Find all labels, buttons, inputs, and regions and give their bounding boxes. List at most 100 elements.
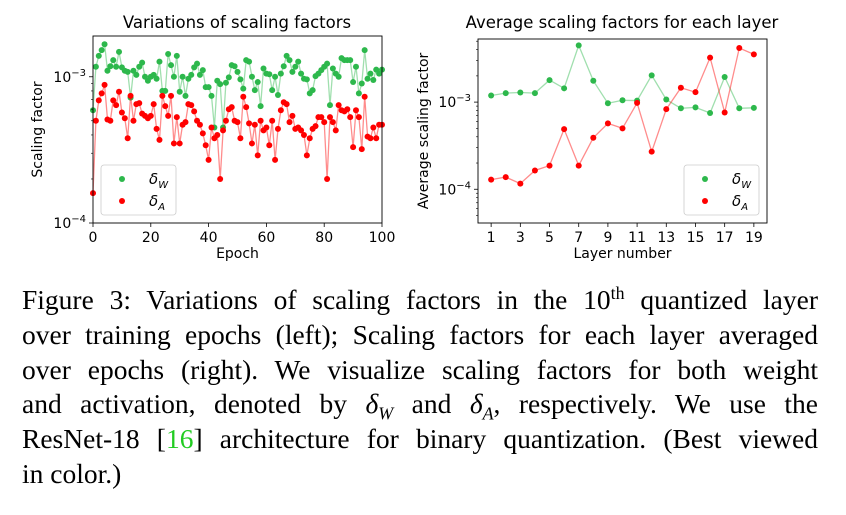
- data-point-delta_a: [352, 107, 359, 114]
- caption-text: , respectively. We use the: [493, 388, 818, 420]
- legend-subscript: W: [741, 180, 752, 191]
- citation-link[interactable]: 16: [165, 423, 194, 455]
- data-point-delta_a: [274, 125, 281, 132]
- data-point-delta_a: [162, 103, 169, 110]
- data-point-delta_a: [208, 124, 215, 131]
- legend-subscript: A: [740, 202, 748, 213]
- y-tick-label: 10−4: [53, 214, 86, 232]
- plot-frame: [92, 35, 383, 224]
- data-point-delta_w: [162, 87, 169, 94]
- data-point-delta_a: [237, 135, 244, 142]
- data-point-delta_w: [139, 59, 146, 66]
- data-point-delta_w: [488, 92, 495, 99]
- legend-symbol: δ: [149, 170, 158, 188]
- data-point-delta_a: [286, 119, 293, 126]
- data-point-delta_a: [321, 119, 328, 126]
- figure: Variations of scaling factors Epoch Scalin…: [30, 13, 779, 262]
- data-point-delta_a: [127, 92, 134, 99]
- data-point-delta_w: [237, 76, 244, 83]
- data-point-delta_a: [153, 125, 160, 132]
- data-point-delta_a: [168, 92, 175, 99]
- data-point-delta_a: [298, 127, 305, 134]
- data-point-delta_w: [182, 92, 189, 99]
- data-point-delta_w: [248, 73, 255, 80]
- legend-subscript: A: [157, 202, 165, 213]
- caption-text: quantized layer: [624, 284, 819, 315]
- caption-text: ResNet-18 [: [22, 423, 166, 455]
- series-line-delta_w: [92, 41, 383, 128]
- data-point-delta_w: [517, 89, 524, 96]
- caption-text: and activation, denoted by: [22, 388, 366, 420]
- data-point-delta_w: [347, 57, 354, 64]
- data-point-delta_w: [133, 71, 140, 78]
- legend-label-delta_w: δW: [732, 170, 752, 191]
- data-point-delta_a: [318, 114, 325, 121]
- data-point-delta_a: [619, 125, 626, 132]
- legend-label-delta_w: δW: [149, 170, 169, 191]
- data-point-delta_w: [124, 68, 131, 75]
- data-point-delta_a: [228, 104, 235, 111]
- data-point-delta_w: [286, 57, 293, 64]
- x-tick-label: 40: [200, 230, 218, 246]
- data-point-delta_w: [205, 84, 212, 91]
- y-tick-exponent: −3: [456, 93, 471, 104]
- delta-w-symbol: δW: [365, 388, 394, 424]
- data-point-delta_a: [251, 121, 258, 128]
- data-point-delta_a: [205, 156, 212, 163]
- figure-caption: Figure 3: Variations of scaling factors …: [22, 283, 818, 492]
- legend-marker-delta_a: [119, 198, 125, 204]
- data-point-delta_a: [263, 124, 270, 131]
- data-point-delta_w: [352, 63, 359, 70]
- x-axis-label: Layer number: [573, 246, 671, 262]
- data-point-delta_a: [277, 107, 284, 114]
- chart-epoch-variation: Variations of scaling factors Epoch Scalin…: [30, 13, 395, 262]
- data-point-delta_a: [121, 115, 128, 122]
- caption-line-2: over training epochs (left); Scaling fac…: [22, 318, 818, 350]
- data-point-delta_a: [98, 90, 105, 97]
- y-tick-base: 10: [53, 216, 71, 232]
- data-point-delta_w: [113, 63, 120, 70]
- data-point-delta_a: [324, 175, 331, 182]
- data-point-delta_a: [350, 144, 357, 151]
- x-tick-label: 80: [315, 230, 333, 246]
- data-point-delta_a: [736, 44, 743, 51]
- data-point-delta_a: [214, 131, 221, 138]
- caption-line-6: in color.): [22, 457, 122, 489]
- data-point-delta_w: [309, 87, 316, 94]
- data-point-delta_w: [350, 79, 357, 86]
- data-point-delta_a: [217, 175, 224, 182]
- data-point-delta_w: [208, 92, 215, 99]
- data-point-delta_w: [721, 74, 728, 81]
- data-point-delta_w: [199, 67, 206, 74]
- data-point-delta_w: [222, 79, 229, 86]
- data-point-delta_w: [736, 105, 743, 112]
- data-point-delta_w: [136, 63, 143, 70]
- x-tick-label: 3: [516, 230, 525, 246]
- data-point-delta_a: [116, 88, 123, 95]
- data-point-delta_w: [292, 63, 299, 70]
- data-point-delta_a: [289, 112, 296, 119]
- data-point-delta_w: [225, 74, 232, 81]
- caption-text: ] architecture for binary quantization. …: [193, 423, 818, 455]
- x-tick-label: 11: [628, 230, 646, 246]
- data-point-delta_w: [274, 92, 281, 99]
- data-point-delta_a: [312, 123, 319, 130]
- data-point-delta_a: [355, 114, 362, 121]
- data-point-delta_w: [165, 51, 172, 58]
- data-point-delta_a: [590, 134, 597, 141]
- x-tick-label: 17: [716, 230, 734, 246]
- data-point-delta_a: [269, 117, 276, 124]
- data-point-delta_a: [170, 140, 177, 147]
- y-tick-base: 10: [438, 182, 456, 198]
- x-tick-label: 60: [257, 230, 275, 246]
- data-point-delta_w: [170, 73, 177, 80]
- y-tick-exponent: −4: [456, 180, 471, 191]
- x-tick-label: 19: [745, 230, 763, 246]
- data-point-delta_w: [179, 73, 186, 80]
- data-point-delta_a: [502, 174, 509, 181]
- data-point-delta_w: [303, 76, 310, 83]
- data-point-delta_w: [355, 90, 362, 97]
- data-point-delta_w: [531, 90, 538, 97]
- data-point-delta_w: [295, 58, 302, 65]
- data-point-delta_a: [107, 117, 114, 124]
